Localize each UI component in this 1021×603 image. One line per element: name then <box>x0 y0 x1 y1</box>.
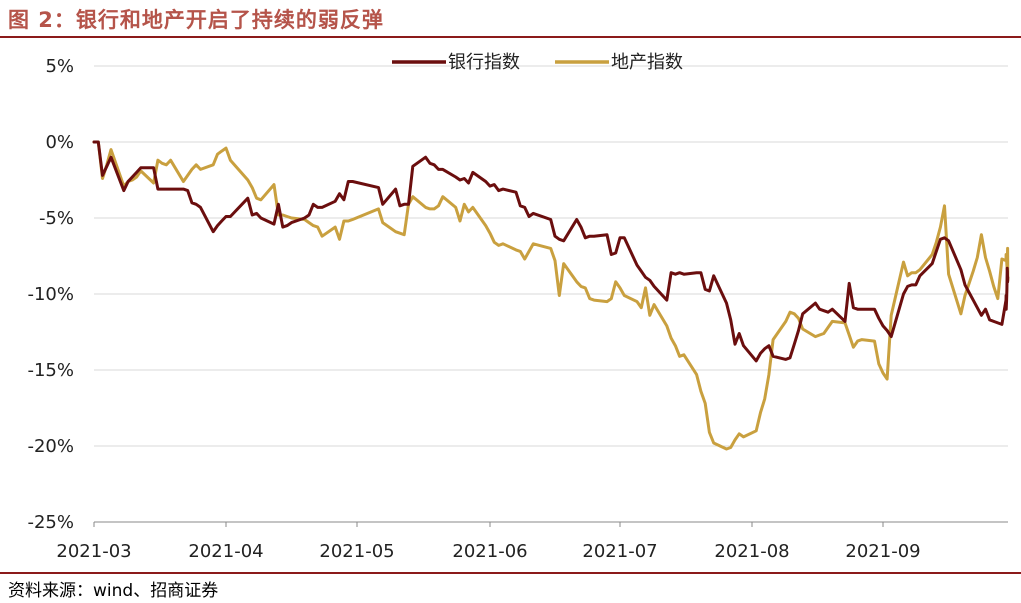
gridlines <box>94 65 1008 447</box>
legend-label: 银行指数 <box>448 52 520 73</box>
y-axis: 5% 0% -5% -10% -15% -20% -25% <box>27 56 74 533</box>
series-line-bank <box>92 140 1010 363</box>
x-axis <box>93 521 1008 527</box>
series-lines <box>92 140 1010 451</box>
source-note: 资料来源：wind、招商证券 <box>8 581 219 601</box>
y-tick-label: -25% <box>27 512 74 533</box>
y-tick-label: 0% <box>45 132 74 153</box>
source-divider <box>0 572 1021 574</box>
x-tick-label: 2021-05 <box>319 541 394 562</box>
x-tick-label: 2021-04 <box>188 541 263 562</box>
legend-label: 地产指数 <box>611 52 683 73</box>
y-tick-label: -20% <box>27 436 74 457</box>
x-tick-label: 2021-08 <box>714 541 789 562</box>
x-tick-label: 2021-06 <box>452 541 527 562</box>
legend: 银行指数 地产指数 <box>392 52 683 73</box>
series-line-property <box>92 140 1010 451</box>
x-tick-label: 2021-09 <box>845 541 920 562</box>
x-tick-label: 2021-07 <box>582 541 657 562</box>
figure-title: 图 2：银行和地产开启了持续的弱反弹 <box>8 8 384 32</box>
x-axis-labels: 2021-03 2021-04 2021-05 2021-06 2021-07 2021-… <box>56 541 920 562</box>
x-tick-label: 2021-03 <box>56 541 131 562</box>
y-tick-label: -15% <box>27 360 74 381</box>
y-tick-label: 5% <box>45 56 74 77</box>
y-tick-label: -5% <box>39 208 74 229</box>
title-divider <box>0 36 1021 38</box>
y-tick-label: -10% <box>27 284 74 305</box>
